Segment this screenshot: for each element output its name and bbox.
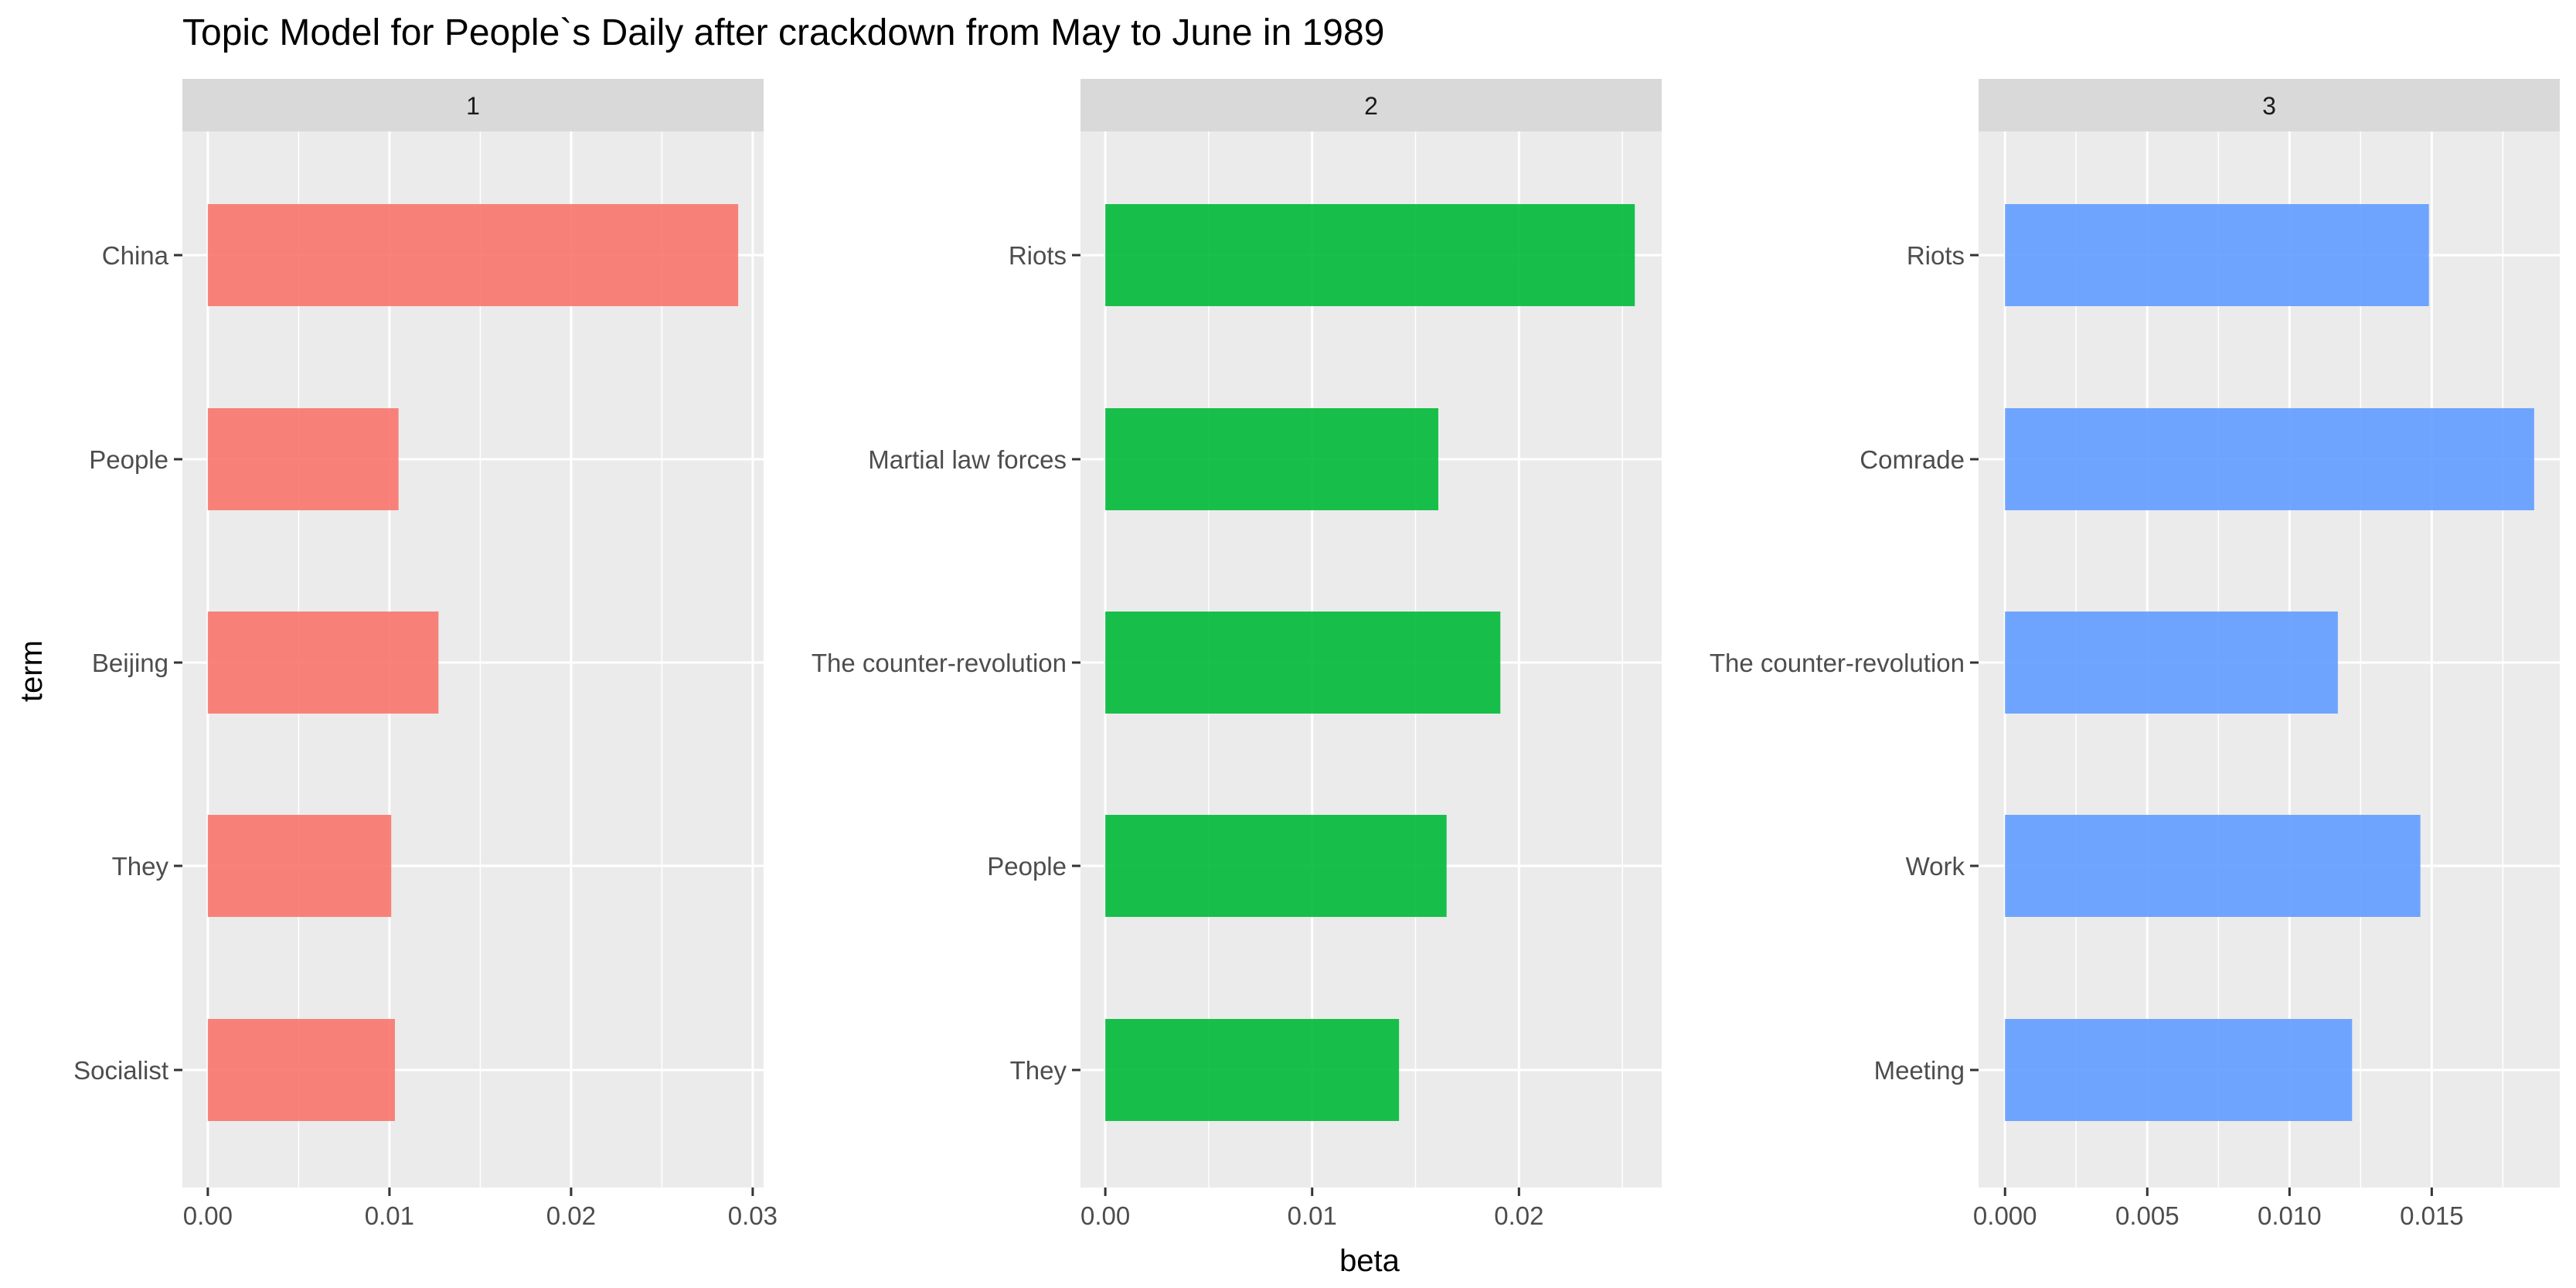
facet-strip <box>1979 79 2560 131</box>
y-tick-label: The counter-revolution <box>812 649 1067 677</box>
bar-socialist <box>207 1019 395 1121</box>
x-tick-label: 0.02 <box>546 1201 596 1230</box>
y-tick-label: Beijing <box>92 649 168 677</box>
y-tick-label: Socialist <box>73 1056 168 1085</box>
facet-3: 3 Riots Comrade The counter-revolution Work M… <box>1710 79 2560 1230</box>
x-tick-label: 0.010 <box>2258 1201 2322 1230</box>
x-tick-label: 0.005 <box>2115 1201 2180 1230</box>
facet-strip <box>1080 79 1662 131</box>
y-tick-label: Meeting <box>1874 1056 1965 1085</box>
x-axis-title: beta <box>1339 1244 1400 1278</box>
bar-the-counter-revolution <box>1105 612 1501 714</box>
y-tick-label: People <box>987 852 1067 881</box>
bar-they <box>1105 1019 1400 1121</box>
y-tick-label: Riots <box>1009 241 1067 270</box>
bar-they <box>207 815 392 917</box>
bar-beijing <box>207 612 439 714</box>
bar-people <box>207 408 399 510</box>
y-tick-label: Martial law forces <box>868 445 1067 474</box>
x-tick-label: 0.01 <box>365 1201 414 1230</box>
y-tick-label: The counter-revolution <box>1710 649 1965 677</box>
bar-riots <box>1105 204 1635 306</box>
bar-martial-law-forces <box>1105 408 1438 510</box>
x-tick-label: 0.00 <box>183 1201 233 1230</box>
bar-riots <box>2005 204 2429 306</box>
y-tick-label: Work <box>1906 852 1965 881</box>
y-tick-label: Comrade <box>1860 445 1965 474</box>
bar-meeting <box>2005 1019 2353 1121</box>
x-tick-label: 0.01 <box>1288 1201 1337 1230</box>
facet-panels: 1 China People Beijing They Socialist 0.00 0.01… <box>73 79 2560 1230</box>
facet-strip-label: 2 <box>1364 92 1378 120</box>
y-axis-title: term <box>15 640 49 702</box>
y-tick-label: They <box>112 852 169 881</box>
y-tick-label: They <box>1010 1056 1067 1085</box>
chart-title: Topic Model for People`s Daily after cra… <box>182 12 1384 53</box>
bar-people <box>1105 815 1447 917</box>
facet-1: 1 China People Beijing They Socialist 0.00 0.01… <box>73 79 778 1230</box>
bar-the-counter-revolution <box>2005 612 2338 714</box>
y-tick-label: People <box>89 445 168 474</box>
bar-work <box>2005 815 2421 917</box>
x-tick-label: 0.03 <box>728 1201 778 1230</box>
x-tick-label: 0.02 <box>1494 1201 1543 1230</box>
x-tick-label: 0.015 <box>2400 1201 2464 1230</box>
bar-comrade <box>2005 408 2534 510</box>
facet-strip <box>182 79 764 131</box>
facet-strip-label: 3 <box>2262 92 2276 120</box>
facet-2: 2 Riots Martial law forces The counter-revo… <box>812 79 1662 1230</box>
bar-china <box>207 204 739 306</box>
x-tick-label: 0.00 <box>1080 1201 1130 1230</box>
y-tick-label: China <box>102 241 169 270</box>
facet-strip-label: 1 <box>466 92 480 120</box>
y-tick-label: Riots <box>1907 241 1965 270</box>
x-tick-label: 0.000 <box>1973 1201 2037 1230</box>
